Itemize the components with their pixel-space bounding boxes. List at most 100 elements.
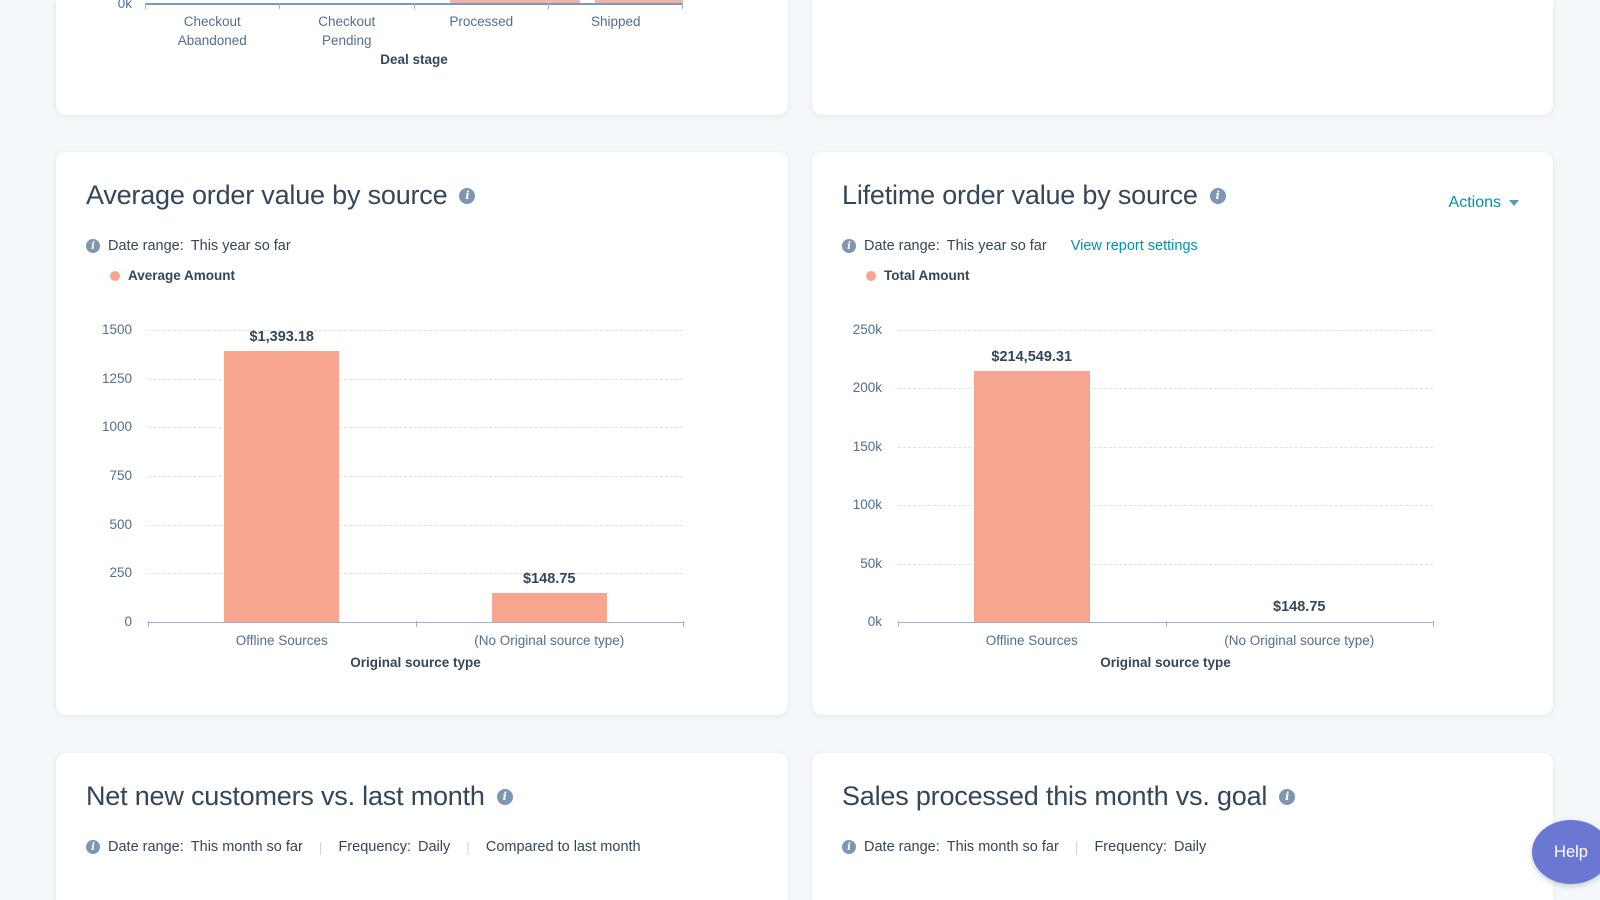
- card-empty-cropped: [812, 0, 1553, 115]
- frequency-label: Frequency:: [1094, 839, 1167, 855]
- axis-tick: [415, 621, 417, 627]
- date-range-label: Date range:: [108, 238, 184, 254]
- legend-item-average-amount[interactable]: Average Amount: [110, 268, 235, 283]
- frequency-value: Daily: [1173, 839, 1207, 855]
- x-category-label: Processed: [449, 14, 514, 29]
- info-icon[interactable]: [842, 840, 856, 854]
- bar-bottom-sliver: [450, 0, 580, 3]
- gridline: [898, 388, 1433, 390]
- date-range-label: Date range:: [864, 238, 940, 254]
- gridline: [148, 378, 683, 380]
- axis-tick: [279, 3, 280, 9]
- card-sales-processed: Sales processed this month vs. goal Date…: [812, 753, 1553, 900]
- bar-value-label: $148.75: [1273, 599, 1326, 615]
- gridline: [148, 476, 683, 477]
- axis-tick: [683, 621, 684, 627]
- y-axis-tick-label: 50k: [860, 555, 882, 571]
- actions-label: Actions: [1448, 194, 1501, 211]
- frequency-label: Frequency:: [338, 839, 411, 855]
- info-icon[interactable]: [86, 239, 100, 253]
- x-category-label: Shipped: [590, 14, 641, 29]
- x-axis-title: Original source type: [350, 655, 481, 670]
- y-axis-tick-label: 1000: [101, 419, 132, 435]
- date-range-label: Date range:: [108, 839, 184, 855]
- chevron-down-icon: [1509, 200, 1519, 206]
- help-button[interactable]: Help: [1532, 820, 1600, 884]
- x-category-label: Checkout Pending: [318, 14, 376, 48]
- date-range-value: This year so far: [946, 238, 1047, 254]
- gridline: [898, 563, 1433, 565]
- x-axis-title: Original source type: [1100, 655, 1231, 670]
- x-category-label: (No Original source type): [474, 633, 625, 648]
- info-icon[interactable]: [459, 187, 476, 204]
- x-axis-title: Deal stage: [380, 52, 448, 67]
- separator: |: [318, 839, 323, 855]
- chart-bar[interactable]: [491, 593, 607, 622]
- legend-dot: [110, 270, 120, 281]
- date-range-label: Date range:: [864, 839, 940, 855]
- separator: |: [466, 839, 470, 855]
- info-icon[interactable]: [842, 239, 856, 253]
- date-range-value: This month so far: [946, 839, 1059, 855]
- card-net-new-customers: Net new customers vs. last month Date ra…: [56, 753, 788, 900]
- gridline: [898, 330, 1433, 331]
- separator: |: [1074, 839, 1079, 855]
- bar-chart-average-order-value: 0 250 500 750 1000 1250 1500 $1,393.18 Offline S…: [56, 152, 788, 715]
- card-lifetime-order-value: Lifetime order value by source Actions D…: [812, 152, 1553, 715]
- info-icon[interactable]: [1209, 187, 1226, 204]
- date-range-value: This month so far: [190, 839, 303, 855]
- y-axis-tick-label: 150k: [852, 438, 882, 454]
- y-axis-tick-label: 0k: [117, 0, 132, 11]
- axis-tick: [414, 3, 415, 9]
- bar-value-label: $214,549.31: [991, 349, 1073, 365]
- y-axis-tick-label: 0k: [867, 614, 882, 629]
- card-deal-stage-cropped: 0k Checkout Abandoned Checkout Pending P…: [56, 0, 788, 115]
- axis-tick: [1433, 621, 1434, 627]
- axis-tick: [145, 3, 146, 9]
- legend-label: Total Amount: [884, 268, 970, 283]
- axis-tick: [898, 621, 899, 627]
- card-average-order-value: Average order value by source Date range…: [56, 152, 788, 715]
- view-report-settings-link[interactable]: View report settings: [1070, 238, 1198, 254]
- bar-bottom-sliver: [595, 0, 683, 3]
- date-range-value: This year so far: [190, 238, 291, 254]
- card-title: Lifetime order value by source: [842, 180, 1198, 210]
- bar-value-label: $148.75: [523, 571, 576, 587]
- y-axis-tick-label: 250k: [852, 322, 882, 337]
- card-title: Net new customers vs. last month: [86, 781, 485, 811]
- frequency-value: Daily: [417, 839, 451, 855]
- axis-tick: [1165, 621, 1167, 627]
- y-axis-tick-label: 200k: [852, 380, 882, 396]
- info-icon[interactable]: [1279, 788, 1296, 805]
- info-icon[interactable]: [86, 840, 100, 854]
- compared-to-text: Compared to last month: [485, 839, 641, 855]
- gridline: [148, 330, 683, 331]
- y-axis-tick-label: 1500: [101, 322, 132, 337]
- gridline: [898, 505, 1433, 507]
- y-axis-tick-label: 500: [109, 516, 132, 532]
- help-button-label: Help: [1554, 842, 1588, 861]
- legend-label: Average Amount: [128, 268, 236, 283]
- gridline: [898, 446, 1433, 448]
- chart-bar[interactable]: [973, 371, 1090, 622]
- gridline: [148, 573, 683, 575]
- actions-dropdown-button[interactable]: Actions: [1449, 194, 1519, 212]
- bar-chart-lifetime-order-value: 0k 50k 100k 150k 200k 250k $214,549.31 Offline …: [812, 152, 1553, 715]
- card-title: Sales processed this month vs. goal: [842, 781, 1268, 811]
- y-axis-tick-label: 0: [124, 614, 132, 629]
- y-axis-tick-label: 100k: [852, 497, 882, 513]
- x-axis-category-labels: Checkout Abandoned Checkout Pending Proc…: [145, 12, 683, 50]
- x-category-label: Offline Sources: [985, 633, 1078, 648]
- info-icon[interactable]: [496, 788, 513, 805]
- y-axis-tick-label: 750: [109, 468, 132, 483]
- axis-tick: [548, 3, 549, 9]
- legend-item-total-amount[interactable]: Total Amount: [866, 268, 969, 283]
- x-category-label: Checkout Abandoned: [177, 14, 247, 48]
- x-category-label: Offline Sources: [235, 633, 328, 648]
- chart-bar[interactable]: [224, 351, 340, 622]
- legend-dot: [866, 270, 876, 281]
- bar-value-label: $1,393.18: [249, 329, 314, 345]
- y-axis-tick-label: 1250: [101, 370, 132, 386]
- x-category-label: (No Original source type): [1224, 633, 1375, 648]
- axis-tick: [148, 621, 149, 627]
